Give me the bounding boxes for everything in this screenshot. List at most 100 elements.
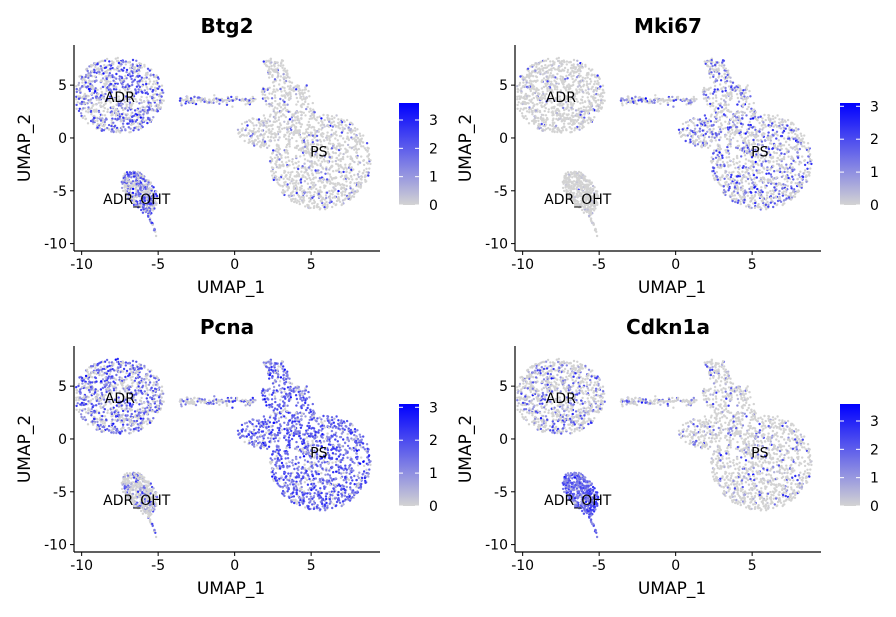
cell-point bbox=[574, 66, 578, 69]
cell-point bbox=[244, 97, 247, 101]
cell-point bbox=[542, 59, 546, 63]
cell-point bbox=[362, 169, 366, 172]
cell-point bbox=[367, 153, 371, 156]
cell-point bbox=[281, 86, 284, 89]
cell-point bbox=[777, 139, 780, 142]
cell-point bbox=[711, 97, 715, 100]
x-tick-label: -5 bbox=[151, 257, 165, 273]
cell-point bbox=[147, 106, 151, 109]
cell-point bbox=[335, 169, 338, 172]
cell-point bbox=[146, 214, 150, 218]
cell-point bbox=[346, 131, 349, 135]
cell-point bbox=[141, 85, 144, 88]
cell-point bbox=[295, 121, 298, 125]
cell-point bbox=[353, 137, 356, 140]
cell-point bbox=[106, 110, 109, 114]
cell-point bbox=[99, 94, 103, 97]
cell-point bbox=[547, 86, 550, 90]
cell-point bbox=[584, 89, 587, 92]
cell-point bbox=[265, 130, 268, 133]
cell-point bbox=[140, 76, 143, 79]
cell-point bbox=[149, 219, 152, 223]
cell-point bbox=[298, 119, 301, 122]
cell-point bbox=[583, 175, 586, 178]
cell-point bbox=[120, 75, 123, 79]
cell-point bbox=[304, 176, 307, 179]
cell-point bbox=[272, 120, 275, 124]
cell-point bbox=[565, 74, 568, 78]
cell-point bbox=[556, 72, 559, 76]
cell-point bbox=[278, 136, 281, 139]
cell-point bbox=[595, 82, 598, 85]
cell-point bbox=[297, 167, 300, 171]
cell-point bbox=[75, 85, 78, 88]
cell-point bbox=[286, 149, 289, 152]
cell-point bbox=[280, 154, 283, 157]
cell-point bbox=[586, 186, 589, 189]
cell-point bbox=[591, 95, 595, 99]
cell-point bbox=[114, 111, 118, 115]
cell-point bbox=[294, 93, 298, 96]
cell-point bbox=[343, 140, 347, 144]
cell-point bbox=[542, 66, 546, 70]
cell-point bbox=[136, 176, 140, 179]
cell-point bbox=[301, 146, 304, 149]
cell-point bbox=[88, 65, 91, 68]
cell-point bbox=[75, 107, 78, 111]
cell-point bbox=[153, 86, 157, 90]
cell-point bbox=[530, 98, 533, 101]
cell-point bbox=[312, 126, 316, 129]
cell-point bbox=[275, 61, 278, 64]
cell-point bbox=[355, 143, 359, 146]
cell-point bbox=[151, 221, 154, 225]
cell-point bbox=[716, 153, 719, 157]
cell-point bbox=[294, 161, 297, 165]
cell-point bbox=[125, 68, 129, 72]
cell-point bbox=[715, 116, 718, 119]
cell-point bbox=[301, 89, 304, 92]
cell-point bbox=[348, 192, 352, 195]
cell-point bbox=[584, 77, 587, 80]
cell-point bbox=[277, 144, 280, 147]
cell-point bbox=[323, 203, 327, 206]
cell-point bbox=[132, 184, 136, 187]
cell-point bbox=[303, 140, 306, 144]
cell-point bbox=[577, 176, 581, 179]
cell-point bbox=[126, 113, 129, 116]
cell-point bbox=[137, 72, 140, 76]
cell-point bbox=[151, 223, 154, 227]
cell-point bbox=[558, 66, 561, 69]
cell-point bbox=[520, 91, 523, 95]
cell-point bbox=[268, 60, 271, 63]
cell-point bbox=[721, 90, 724, 93]
cell-point bbox=[339, 175, 343, 179]
cell-point bbox=[732, 158, 735, 161]
cell-point bbox=[123, 177, 127, 181]
cell-point bbox=[143, 77, 146, 80]
cell-point bbox=[305, 107, 308, 111]
cell-point bbox=[365, 167, 368, 170]
cell-point bbox=[367, 171, 370, 174]
cell-point bbox=[83, 83, 86, 87]
cell-point bbox=[328, 168, 331, 171]
cell-point bbox=[75, 95, 78, 99]
y-tick-label: -10 bbox=[44, 237, 67, 253]
cell-point bbox=[324, 194, 328, 197]
cell-point bbox=[358, 161, 362, 164]
cell-point bbox=[326, 161, 330, 164]
cell-point bbox=[115, 68, 118, 71]
cell-point bbox=[367, 174, 370, 177]
cell-point bbox=[79, 102, 82, 105]
cell-point bbox=[135, 100, 138, 103]
cell-point bbox=[286, 85, 290, 88]
cell-point bbox=[525, 81, 528, 84]
cell-point bbox=[555, 85, 559, 88]
cell-point bbox=[199, 100, 203, 103]
cell-point bbox=[150, 109, 153, 112]
cell-point bbox=[587, 88, 590, 91]
cell-point bbox=[586, 184, 589, 187]
cell-point bbox=[331, 125, 334, 128]
cell-point bbox=[342, 167, 345, 171]
cell-point bbox=[131, 58, 135, 62]
cell-point bbox=[566, 116, 569, 120]
